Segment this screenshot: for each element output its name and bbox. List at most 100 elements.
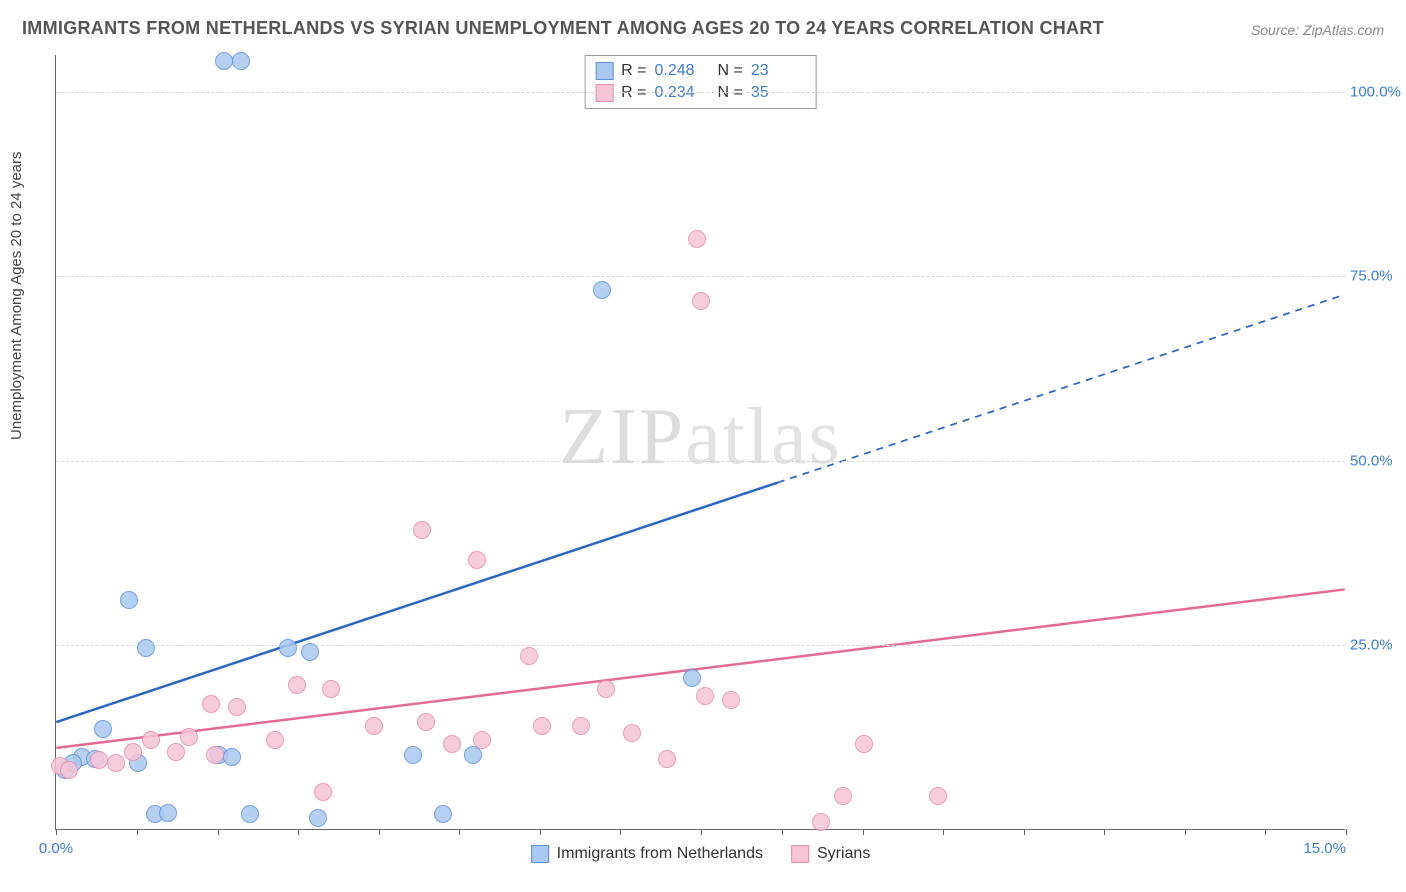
data-point — [812, 813, 830, 831]
legend-r-label: R = — [621, 84, 646, 102]
data-point — [520, 647, 538, 665]
legend-swatch — [531, 845, 549, 863]
x-tick — [1104, 829, 1105, 835]
x-tick — [1024, 829, 1025, 835]
data-point — [468, 551, 486, 569]
data-point — [855, 735, 873, 753]
gridline — [56, 461, 1345, 462]
trend-line-solid — [56, 483, 777, 723]
legend-n-value: 23 — [751, 62, 806, 80]
data-point — [434, 805, 452, 823]
data-point — [124, 743, 142, 761]
data-point — [309, 809, 327, 827]
x-tick — [459, 829, 460, 835]
correlation-legend: R = 0.248 N = 23 R = 0.234 N = 35 — [584, 55, 817, 109]
data-point — [266, 731, 284, 749]
data-point — [301, 643, 319, 661]
gridline — [56, 645, 1345, 646]
data-point — [688, 230, 706, 248]
y-tick-label: 50.0% — [1350, 452, 1405, 469]
data-point — [206, 746, 224, 764]
legend-n-value: 35 — [751, 84, 806, 102]
x-tick — [298, 829, 299, 835]
legend-r-value: 0.234 — [655, 84, 710, 102]
x-tick — [1185, 829, 1186, 835]
data-point — [443, 735, 461, 753]
data-point — [692, 292, 710, 310]
data-point — [929, 787, 947, 805]
x-tick — [218, 829, 219, 835]
x-tick — [1265, 829, 1266, 835]
source-attribution: Source: ZipAtlas.com — [1251, 22, 1384, 38]
data-point — [533, 717, 551, 735]
legend-series-item: Syrians — [791, 845, 870, 863]
data-point — [90, 751, 108, 769]
data-point — [228, 698, 246, 716]
gridline — [56, 276, 1345, 277]
data-point — [94, 720, 112, 738]
legend-r-value: 0.248 — [655, 62, 710, 80]
data-point — [417, 713, 435, 731]
x-tick-label: 15.0% — [1303, 840, 1346, 857]
data-point — [413, 521, 431, 539]
y-axis-label: Unemployment Among Ages 20 to 24 years — [8, 151, 25, 440]
trend-line-solid — [56, 589, 1344, 747]
data-point — [180, 728, 198, 746]
data-point — [623, 724, 641, 742]
legend-n-label: N = — [718, 84, 743, 102]
data-point — [314, 783, 332, 801]
data-point — [167, 743, 185, 761]
x-tick — [782, 829, 783, 835]
x-tick — [863, 829, 864, 835]
x-tick — [943, 829, 944, 835]
trend-line-dashed — [778, 295, 1345, 483]
data-point — [107, 754, 125, 772]
y-tick-label: 75.0% — [1350, 268, 1405, 285]
x-tick — [1346, 829, 1347, 835]
data-point — [159, 804, 177, 822]
gridline — [56, 92, 1345, 93]
data-point — [593, 281, 611, 299]
data-point — [365, 717, 383, 735]
legend-series-item: Immigrants from Netherlands — [531, 845, 763, 863]
data-point — [722, 691, 740, 709]
data-point — [137, 639, 155, 657]
legend-stat-row: R = 0.234 N = 35 — [595, 82, 806, 104]
legend-stat-row: R = 0.248 N = 23 — [595, 60, 806, 82]
data-point — [696, 687, 714, 705]
data-point — [834, 787, 852, 805]
x-tick-label: 0.0% — [39, 840, 73, 857]
data-point — [241, 805, 259, 823]
data-point — [572, 717, 590, 735]
data-point — [597, 680, 615, 698]
data-point — [232, 52, 250, 70]
data-point — [60, 761, 78, 779]
legend-swatch — [595, 84, 613, 102]
x-tick — [701, 829, 702, 835]
data-point — [279, 639, 297, 657]
data-point — [142, 731, 160, 749]
legend-r-label: R = — [621, 62, 646, 80]
data-point — [202, 695, 220, 713]
x-tick — [620, 829, 621, 835]
data-point — [322, 680, 340, 698]
x-tick — [379, 829, 380, 835]
series-legend: Immigrants from Netherlands Syrians — [531, 845, 871, 863]
x-tick — [56, 829, 57, 835]
data-point — [658, 750, 676, 768]
trend-lines-layer — [56, 55, 1345, 829]
legend-n-label: N = — [718, 62, 743, 80]
plot-area: ZIPatlas R = 0.248N = 23R = 0.234N = 35 … — [55, 55, 1345, 830]
y-tick-label: 100.0% — [1350, 83, 1405, 100]
data-point — [215, 52, 233, 70]
y-tick-label: 25.0% — [1350, 637, 1405, 654]
data-point — [404, 746, 422, 764]
legend-series-label: Immigrants from Netherlands — [557, 845, 763, 863]
data-point — [288, 676, 306, 694]
data-point — [223, 748, 241, 766]
data-point — [120, 591, 138, 609]
data-point — [683, 669, 701, 687]
legend-series-label: Syrians — [817, 845, 870, 863]
legend-swatch — [595, 62, 613, 80]
x-tick — [137, 829, 138, 835]
